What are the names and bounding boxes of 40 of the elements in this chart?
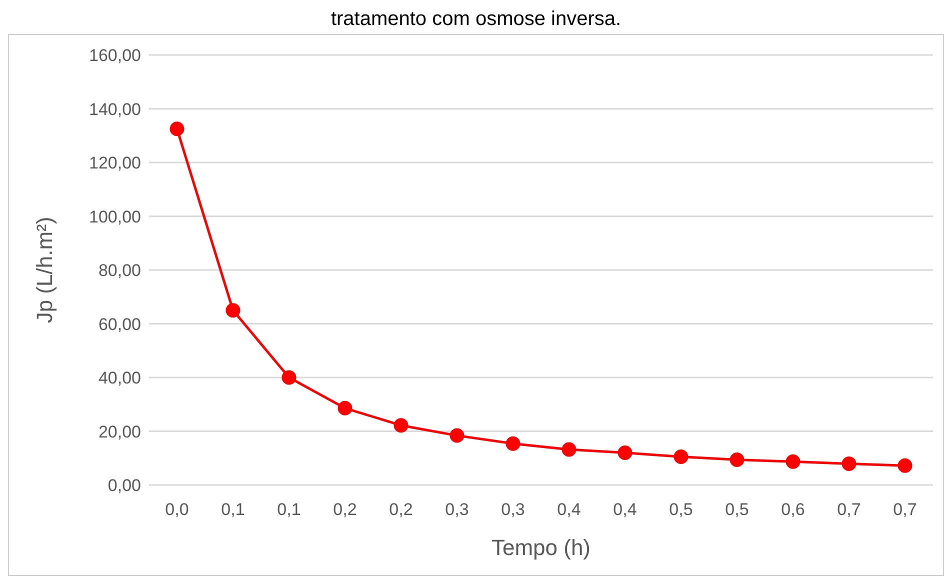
point [618,446,632,460]
y-tick-label: 40,00 [98,368,141,388]
x-tick-label: 0,6 [781,500,805,520]
chart-title: tratamento com osmose inversa. [330,8,622,32]
x-tick-label: 0,7 [893,500,917,520]
x-tick-label: 0,7 [837,500,861,520]
x-tick-label: 0,5 [669,500,693,520]
y-tick-label: 140,00 [89,100,141,119]
point [562,442,576,457]
y-tick-label: 160,00 [89,46,141,66]
y-tick-label: 80,00 [98,261,141,280]
x-tick-label: 0,4 [613,500,637,520]
x-axis-title: Tempo (h) [491,535,591,560]
point [786,454,800,469]
point [506,436,520,451]
point [338,400,352,416]
x-tick-label: 0,2 [389,500,413,520]
y-tick-label: 60,00 [98,314,141,334]
point [226,303,240,318]
y-tick-label: 0,00 [108,476,141,496]
point [674,450,688,464]
x-tick-label: 0,1 [277,500,301,520]
y-axis-title: Jp (L/h.m²) [32,216,57,324]
x-tick-label: 0,3 [445,500,469,520]
y-tick-label: 20,00 [98,422,141,442]
y-tick-label: 120,00 [89,154,141,173]
x-tick-label: 0,5 [725,500,749,520]
point [842,456,856,472]
x-tick-label: 0,4 [557,500,581,520]
point [282,370,296,385]
y-tick-label: 100,00 [89,207,141,226]
point [170,122,184,136]
x-tick-label: 0,0 [165,500,189,520]
point [450,428,464,443]
point [898,458,912,473]
point [730,452,744,467]
x-tick-label: 0,3 [501,500,525,520]
x-tick-label: 0,2 [333,500,357,520]
x-tick-label: 0,1 [221,500,245,520]
point [394,418,408,433]
